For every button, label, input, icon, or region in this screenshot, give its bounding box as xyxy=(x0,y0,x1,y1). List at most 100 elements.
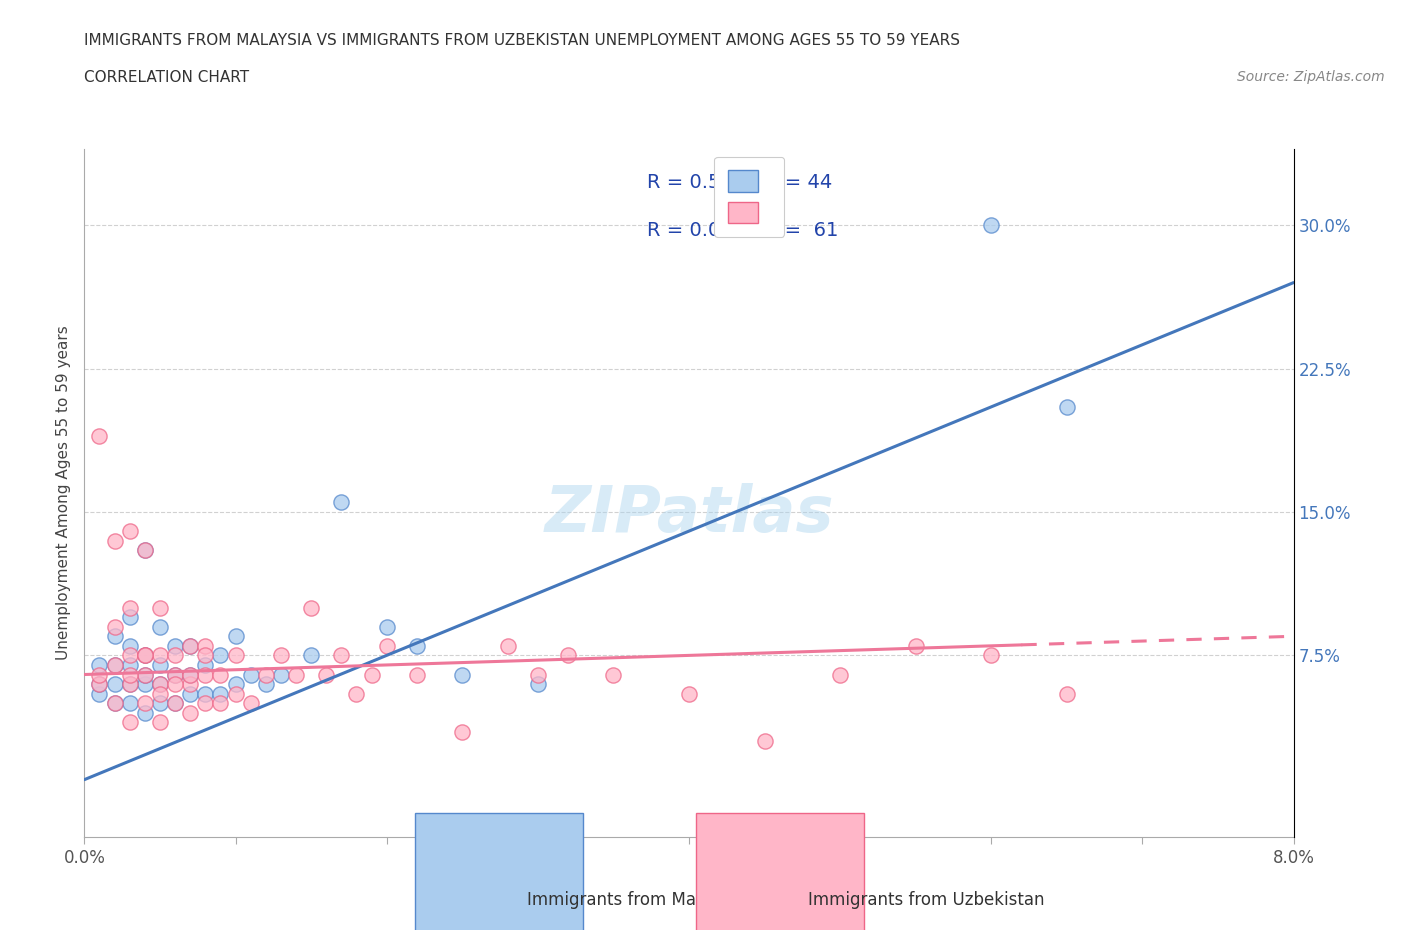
Point xyxy=(678,686,700,701)
Point xyxy=(118,600,141,615)
Point xyxy=(270,667,292,682)
Point xyxy=(270,648,292,663)
Point xyxy=(89,686,111,701)
Point xyxy=(225,648,247,663)
Point xyxy=(360,667,382,682)
Point xyxy=(527,667,550,682)
Text: ZIPatlas: ZIPatlas xyxy=(544,483,834,545)
Point xyxy=(1056,686,1078,701)
Point xyxy=(104,629,127,644)
Point xyxy=(134,648,156,663)
Point xyxy=(104,619,127,634)
Point xyxy=(104,677,127,692)
Point xyxy=(149,696,172,711)
Point xyxy=(134,705,156,720)
Point xyxy=(375,638,398,653)
Point xyxy=(134,677,156,692)
Point xyxy=(602,667,624,682)
Point xyxy=(346,686,368,701)
Point xyxy=(118,677,141,692)
Point xyxy=(904,638,927,653)
Point xyxy=(179,677,201,692)
Point xyxy=(165,677,187,692)
Point xyxy=(149,715,172,730)
Point xyxy=(209,696,232,711)
Point xyxy=(299,648,322,663)
Point xyxy=(104,658,127,672)
Point xyxy=(451,724,474,739)
Point xyxy=(89,667,111,682)
Text: Immigrants from Uzbekistan: Immigrants from Uzbekistan xyxy=(808,891,1045,910)
Point xyxy=(134,648,156,663)
Point xyxy=(118,648,141,663)
Text: Source: ZipAtlas.com: Source: ZipAtlas.com xyxy=(1237,70,1385,84)
Point xyxy=(179,638,201,653)
Point xyxy=(194,696,217,711)
Point xyxy=(104,533,127,548)
Point xyxy=(557,648,579,663)
Text: R = 0.065   N =  61: R = 0.065 N = 61 xyxy=(647,221,838,240)
Text: R = 0.598   N = 44: R = 0.598 N = 44 xyxy=(647,173,832,192)
Point xyxy=(149,600,172,615)
Point xyxy=(89,658,111,672)
Point xyxy=(1056,400,1078,415)
Point xyxy=(179,667,201,682)
Point xyxy=(330,495,353,510)
Point xyxy=(89,677,111,692)
Point xyxy=(134,543,156,558)
Point xyxy=(179,667,201,682)
Point xyxy=(165,696,187,711)
Point xyxy=(118,658,141,672)
Point xyxy=(225,629,247,644)
Point xyxy=(165,648,187,663)
Point xyxy=(118,667,141,682)
Point xyxy=(89,677,111,692)
Point xyxy=(165,638,187,653)
Point xyxy=(194,648,217,663)
Point xyxy=(194,658,217,672)
Point xyxy=(209,667,232,682)
Point xyxy=(104,658,127,672)
Point xyxy=(496,638,519,653)
Point xyxy=(179,686,201,701)
Text: IMMIGRANTS FROM MALAYSIA VS IMMIGRANTS FROM UZBEKISTAN UNEMPLOYMENT AMONG AGES 5: IMMIGRANTS FROM MALAYSIA VS IMMIGRANTS F… xyxy=(84,33,960,47)
Text: Immigrants from Malaysia: Immigrants from Malaysia xyxy=(527,891,744,910)
Point xyxy=(89,428,111,443)
Point xyxy=(209,686,232,701)
Point xyxy=(104,696,127,711)
Y-axis label: Unemployment Among Ages 55 to 59 years: Unemployment Among Ages 55 to 59 years xyxy=(56,326,72,660)
Point xyxy=(406,638,429,653)
Point xyxy=(134,543,156,558)
Point xyxy=(254,677,277,692)
Point xyxy=(179,705,201,720)
Point xyxy=(165,667,187,682)
Point xyxy=(830,667,852,682)
Point xyxy=(149,677,172,692)
Point xyxy=(165,667,187,682)
Point xyxy=(239,667,262,682)
Point xyxy=(149,619,172,634)
Point xyxy=(149,677,172,692)
Point xyxy=(118,638,141,653)
Point xyxy=(118,677,141,692)
Point xyxy=(209,648,232,663)
Point xyxy=(406,667,429,682)
Point xyxy=(194,667,217,682)
Point xyxy=(134,667,156,682)
Point xyxy=(239,696,262,711)
Point xyxy=(134,696,156,711)
Point xyxy=(754,734,776,749)
Point xyxy=(299,600,322,615)
Point xyxy=(225,677,247,692)
Point xyxy=(194,638,217,653)
Point xyxy=(118,715,141,730)
Point xyxy=(134,667,156,682)
Point xyxy=(149,658,172,672)
Point xyxy=(118,696,141,711)
Point xyxy=(149,648,172,663)
Point xyxy=(118,610,141,625)
Point xyxy=(980,648,1002,663)
Point xyxy=(315,667,337,682)
Point xyxy=(134,648,156,663)
Point xyxy=(451,667,474,682)
